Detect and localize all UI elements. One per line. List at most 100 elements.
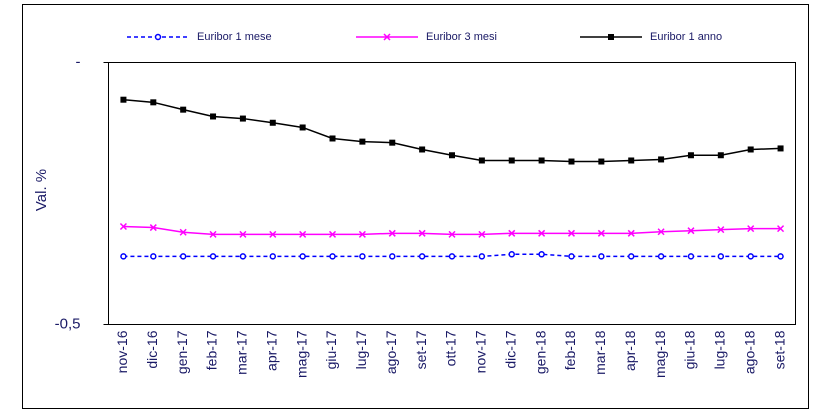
marker — [179, 228, 187, 236]
marker — [598, 253, 605, 260]
marker — [269, 119, 276, 126]
legend-label: Euribor 1 anno — [650, 31, 722, 43]
marker — [269, 253, 277, 260]
x-tick-label: ago-18 — [741, 330, 757, 374]
x-tick-label: feb-18 — [562, 330, 578, 370]
legend-label: Euribor 1 mese — [197, 31, 272, 43]
marker — [478, 157, 485, 164]
x-tick-label: dic-17 — [502, 330, 518, 368]
marker — [388, 229, 396, 237]
marker — [329, 253, 336, 260]
series-line — [123, 253, 781, 258]
marker — [687, 152, 694, 159]
marker — [328, 230, 337, 238]
marker — [597, 229, 605, 237]
x-tick-label: mag-18 — [652, 330, 668, 378]
x-tick-label: ago-17 — [383, 330, 399, 374]
x-tick-label: apr-18 — [622, 330, 638, 371]
marker — [717, 253, 725, 260]
marker — [239, 115, 246, 122]
marker — [299, 253, 306, 260]
legend-label: Euribor 3 mesi — [426, 31, 497, 43]
marker — [777, 145, 784, 152]
marker — [747, 225, 755, 233]
x-tick-label: feb-17 — [204, 330, 220, 370]
marker — [239, 230, 247, 238]
x-tick-label: gen-18 — [532, 330, 548, 374]
marker — [269, 230, 277, 238]
x-tick-label: mar-17 — [234, 330, 250, 375]
marker — [478, 230, 486, 238]
marker — [508, 229, 516, 237]
marker — [627, 229, 635, 237]
marker — [687, 253, 695, 260]
marker — [299, 230, 307, 238]
marker — [389, 253, 396, 260]
marker — [359, 138, 366, 145]
marker — [359, 253, 366, 260]
marker — [419, 146, 426, 153]
x-tick-label: dic-16 — [144, 330, 160, 368]
marker — [418, 253, 426, 260]
plot-frame — [108, 62, 796, 325]
marker — [777, 225, 785, 233]
x-tick-label: mar-18 — [592, 330, 608, 375]
marker — [717, 226, 725, 234]
marker — [508, 251, 515, 258]
x-tick-label: giu-18 — [682, 330, 698, 369]
marker — [538, 251, 545, 258]
marker — [538, 157, 545, 164]
marker — [448, 253, 456, 260]
chart-frame — [22, 4, 809, 409]
marker — [608, 34, 614, 40]
marker — [239, 253, 247, 260]
marker — [538, 229, 546, 237]
marker — [299, 124, 306, 131]
marker — [210, 113, 217, 120]
x-tick-label: mag-17 — [293, 330, 309, 378]
marker — [747, 146, 754, 153]
x-tick-label: nov-16 — [114, 330, 130, 373]
marker — [567, 229, 576, 237]
x-tick-label: apr-17 — [263, 330, 279, 371]
x-tick-label: lug-18 — [712, 330, 728, 369]
x-tick-label: nov-17 — [473, 330, 489, 373]
marker — [478, 253, 486, 260]
marker — [179, 253, 187, 260]
y-tick-label: -0,5 — [55, 315, 81, 332]
marker — [120, 253, 127, 260]
marker — [717, 152, 724, 159]
marker — [209, 230, 217, 238]
marker — [657, 228, 665, 236]
marker — [180, 106, 187, 113]
x-tick-label: set-18 — [771, 330, 787, 369]
marker — [150, 253, 157, 260]
marker — [568, 158, 575, 165]
marker — [747, 253, 754, 260]
marker — [149, 224, 157, 232]
marker — [687, 227, 695, 235]
marker — [657, 253, 665, 260]
marker — [448, 230, 456, 238]
marker — [209, 253, 217, 260]
marker — [449, 152, 455, 159]
marker — [418, 229, 426, 237]
marker — [120, 96, 127, 103]
marker — [329, 135, 336, 142]
marker — [383, 33, 391, 41]
marker — [154, 33, 162, 41]
marker — [777, 253, 784, 260]
marker — [508, 157, 515, 164]
marker — [358, 230, 366, 238]
marker — [568, 253, 575, 260]
x-tick-label: lug-17 — [353, 330, 369, 369]
marker — [119, 222, 127, 231]
marker — [150, 99, 157, 106]
marker — [389, 139, 396, 146]
marker — [598, 158, 605, 165]
marker — [627, 253, 635, 260]
marker — [658, 156, 665, 163]
x-tick-label: ott-17 — [443, 330, 459, 366]
y-tick-label: - — [76, 53, 81, 70]
